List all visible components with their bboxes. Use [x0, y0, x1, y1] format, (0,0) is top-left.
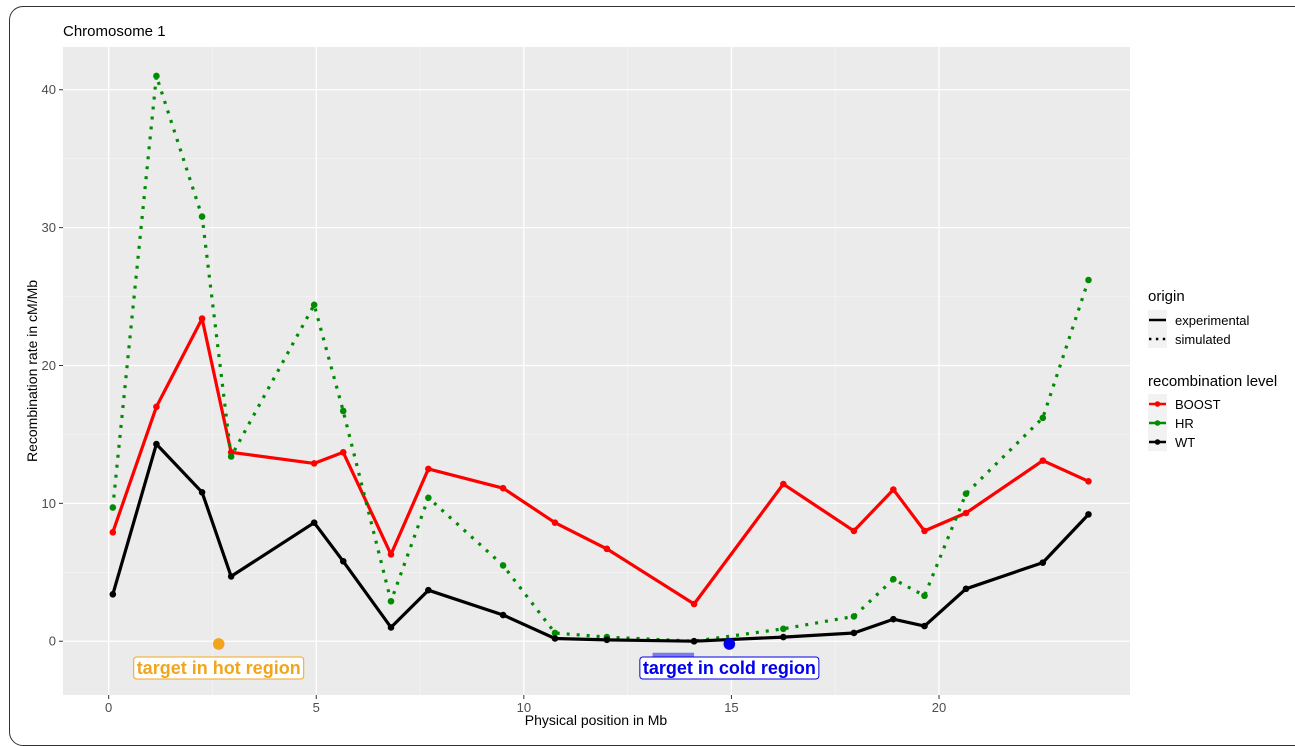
data-point-boost	[310, 460, 318, 467]
y-tick-label: 40	[42, 82, 56, 97]
data-point-boost	[109, 529, 117, 536]
plot-panel	[63, 47, 1130, 695]
annotations: target in hot region target in cold regio…	[133, 638, 820, 680]
annotation-label-hot: target in hot region	[137, 658, 301, 678]
data-point-wt	[603, 636, 611, 644]
legend-item-experimental: experimental	[1148, 310, 1250, 329]
data-point-hr	[153, 72, 160, 80]
data-point-hr	[780, 625, 787, 633]
data-point-hr	[890, 575, 897, 583]
data-point-hr	[310, 301, 318, 309]
legend-item-simulated: simulated	[1148, 329, 1231, 348]
data-point-hr	[1039, 414, 1047, 422]
series-boost	[109, 315, 1092, 608]
legend-key-dot	[1154, 439, 1161, 445]
annotation-box-cold	[639, 656, 820, 680]
data-point-wt	[339, 557, 347, 565]
data-point-boost	[921, 527, 928, 535]
data-point-wt	[310, 519, 318, 526]
data-point-boost	[339, 449, 347, 456]
legend-origin-title: origin	[1148, 288, 1185, 305]
data-point-wt	[690, 637, 698, 645]
data-point-wt	[387, 624, 395, 631]
legend-key-dot	[1154, 420, 1161, 426]
chart: Chromosome 1 target in hot region target …	[24, 23, 1277, 728]
data-point-hr	[339, 407, 347, 415]
data-point-hr	[1085, 276, 1092, 284]
legend-label-wt: WT	[1175, 435, 1195, 450]
data-point-boost	[551, 519, 559, 526]
legend-item-hr: HR	[1148, 413, 1194, 432]
legend-key-dot	[1154, 401, 1161, 407]
data-point-wt	[1039, 559, 1047, 566]
data-point-wt	[921, 622, 928, 630]
data-point-wt	[780, 633, 787, 641]
data-point-boost	[198, 315, 206, 322]
data-point-boost	[499, 484, 507, 492]
data-point-wt	[153, 440, 160, 448]
x-tick-label: 10	[517, 700, 531, 715]
y-tick-label: 30	[42, 220, 56, 235]
data-point-wt	[109, 591, 117, 598]
x-tick-label: 20	[932, 700, 946, 715]
data-point-hr	[198, 213, 206, 220]
legend-label-experimental: experimental	[1175, 313, 1250, 328]
data-point-hr	[227, 453, 235, 460]
data-point-hr	[499, 562, 507, 569]
data-point-wt	[425, 586, 432, 594]
data-point-boost	[780, 480, 787, 488]
target-marker-hot	[212, 638, 225, 650]
data-point-wt	[850, 629, 858, 637]
data-point-hr	[921, 592, 928, 600]
data-point-hr	[425, 494, 432, 502]
data-point-boost	[603, 545, 611, 553]
data-point-boost	[387, 551, 395, 558]
data-point-hr	[962, 490, 970, 498]
data-point-boost	[425, 465, 432, 473]
grid	[63, 47, 1130, 695]
x-tick-label: 15	[724, 700, 738, 715]
data-point-wt	[198, 489, 206, 496]
legend-label-hr: HR	[1175, 416, 1194, 431]
data-point-boost	[962, 509, 970, 517]
data-point-boost	[690, 600, 698, 608]
data-point-boost	[1085, 477, 1092, 485]
series-wt	[109, 440, 1092, 645]
data-point-wt	[890, 615, 897, 623]
data-point-boost	[153, 403, 160, 411]
legend-label-boost: BOOST	[1175, 397, 1221, 412]
legend: origin experimental simulated recombinat…	[1148, 288, 1277, 451]
target-marker-cold	[723, 638, 736, 650]
data-point-hr	[387, 597, 395, 605]
data-point-wt	[962, 585, 970, 593]
data-point-boost	[1039, 457, 1047, 464]
legend-item-boost: BOOST	[1148, 394, 1221, 413]
legend-label-simulated: simulated	[1175, 332, 1231, 347]
data-point-wt	[227, 573, 235, 580]
legend-level-title: recombination level	[1148, 373, 1277, 390]
data-point-boost	[850, 527, 858, 535]
annotation-label-cold: target in cold region	[643, 658, 816, 678]
data-point-wt	[499, 611, 507, 619]
data-point-hr	[109, 504, 117, 511]
data-point-wt	[1085, 511, 1092, 518]
x-tick-label: 5	[313, 700, 320, 715]
y-axis-title: Recombination rate in cM/Mb	[24, 280, 40, 462]
chart-title: Chromosome 1	[63, 23, 166, 40]
data-point-wt	[551, 635, 559, 642]
x-tick-label: 0	[105, 700, 112, 715]
axis-ticks: 0 5 10 15 20 0 10 20 30 40	[42, 82, 947, 715]
data-point-hr	[551, 629, 559, 637]
series-layer	[109, 72, 1092, 645]
y-tick-label: 10	[42, 496, 56, 511]
data-point-boost	[890, 486, 897, 493]
data-point-hr	[850, 613, 858, 620]
annotation-box-hot	[133, 656, 305, 680]
y-tick-label: 0	[49, 634, 56, 649]
legend-item-wt: WT	[1148, 432, 1195, 451]
y-tick-label: 20	[42, 358, 56, 373]
x-axis-title: Physical position in Mb	[525, 712, 668, 728]
